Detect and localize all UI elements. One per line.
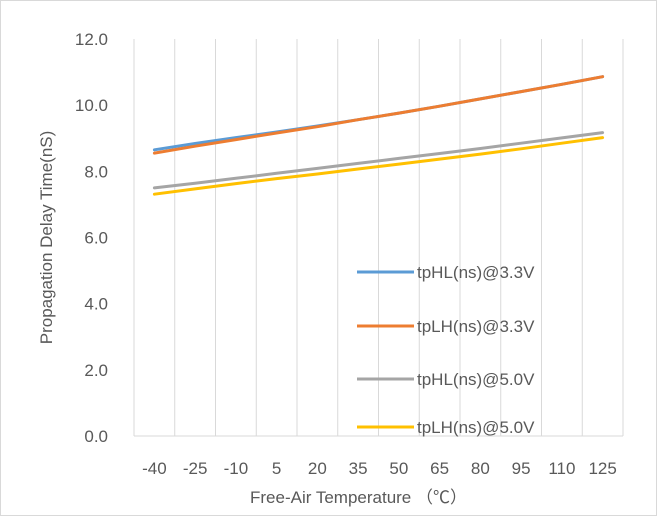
y-tick-label: 2.0	[84, 361, 108, 380]
x-tick-label: 125	[588, 459, 616, 478]
series-line-4	[152, 136, 605, 196]
y-tick-label: 6.0	[84, 229, 108, 248]
x-tick-label: -40	[142, 459, 167, 478]
legend-label-2: tpLH(ns)@3.3V	[417, 317, 535, 336]
x-tick-label: 50	[389, 459, 408, 478]
x-tick-label: 95	[512, 459, 531, 478]
y-tick-label: 8.0	[84, 162, 108, 181]
series-lines	[152, 75, 605, 196]
series-line-2	[152, 75, 605, 155]
x-tick-label: 5	[272, 459, 281, 478]
legend-label-4: tpLH(ns)@5.0V	[417, 418, 535, 437]
y-tick-label: 12.0	[75, 30, 108, 49]
y-tick-label: 4.0	[84, 295, 108, 314]
y-tick-label: 10.0	[75, 96, 108, 115]
x-tick-label: 20	[308, 459, 327, 478]
grid-lines	[133, 39, 624, 436]
x-tick-label: -10	[224, 459, 249, 478]
y-tick-label: 0.0	[84, 427, 108, 446]
y-axis-title: Propagation Delay Time(nS)	[37, 131, 56, 345]
y-tick-labels: 0.0 2.0 4.0 6.0 8.0 10.0 12.0	[75, 30, 108, 446]
x-tick-label: 80	[471, 459, 490, 478]
x-tick-label: -25	[183, 459, 208, 478]
x-axis-title: Free-Air Temperature （℃）	[250, 488, 467, 507]
x-tick-label: 65	[430, 459, 449, 478]
x-tick-label: 110	[548, 459, 575, 478]
legend-label-1: tpHL(ns)@3.3V	[417, 263, 535, 282]
legend-label-3: tpHL(ns)@5.0V	[417, 370, 535, 389]
legend: tpHL(ns)@3.3V tpLH(ns)@3.3V tpHL(ns)@5.0V t…	[357, 263, 535, 437]
x-tick-labels: -40 -25 -10 5 20 35 50 65 80 95 110 125	[142, 459, 617, 478]
x-tick-label: 35	[349, 459, 368, 478]
series-line-3	[152, 131, 605, 190]
